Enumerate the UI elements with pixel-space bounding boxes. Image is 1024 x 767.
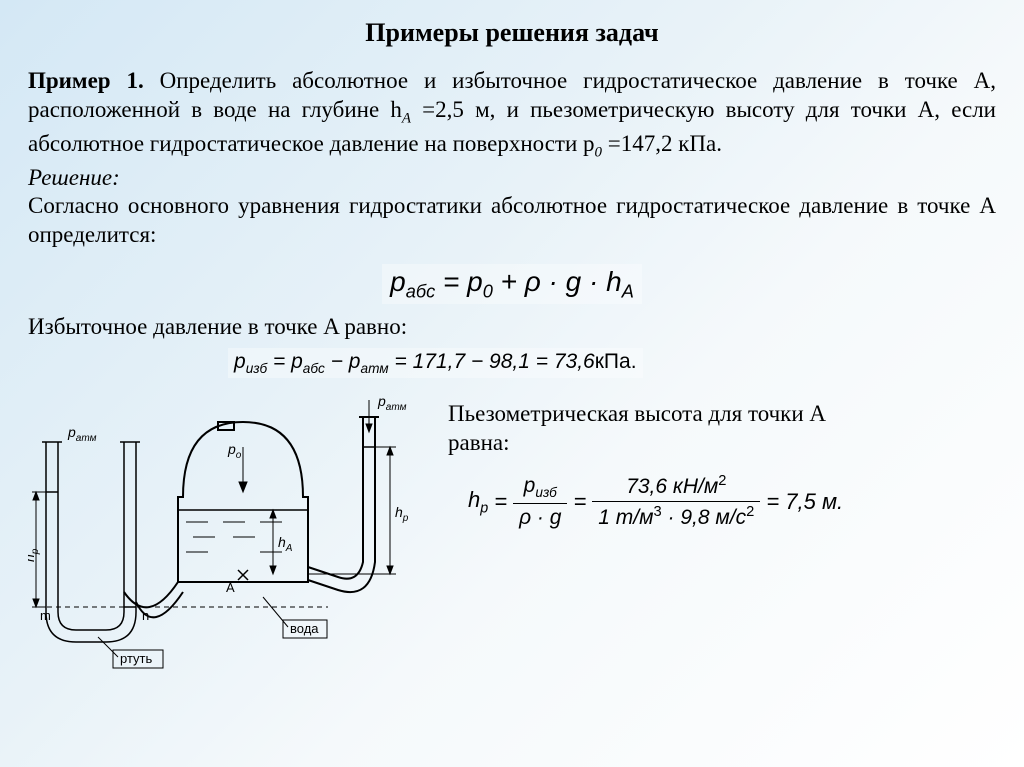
svg-text:ратм: ратм bbox=[67, 424, 97, 444]
svg-text:ратм: ратм bbox=[377, 393, 407, 413]
solution-label: Решение: bbox=[28, 165, 996, 191]
izb-text: Избыточное давление в точке A равно: bbox=[28, 312, 996, 341]
svg-text:hp: hp bbox=[28, 548, 41, 562]
svg-text:n: n bbox=[142, 608, 149, 623]
solution-intro: Согласно основного уравнения гидростатик… bbox=[28, 191, 996, 250]
problem-text: Пример 1. Определить абсолютное и избыто… bbox=[28, 66, 996, 163]
page-title: Примеры решения задач bbox=[28, 18, 996, 48]
equation-2: ризб = рабс − ратм = 171,7 − 98,1 = 73,6… bbox=[28, 344, 996, 386]
svg-text:ртуть: ртуть bbox=[120, 651, 152, 666]
svg-text:m: m bbox=[40, 608, 51, 623]
svg-text:A: A bbox=[226, 580, 235, 595]
svg-text:hp: hp bbox=[395, 504, 409, 524]
equation-3: hp = ризб ρ · g = 73,6 кН/м2 1 т/м3 · 9,… bbox=[468, 473, 996, 530]
svg-text:po: po bbox=[227, 441, 242, 461]
svg-text:hA: hA bbox=[278, 534, 293, 554]
equation-1: рабс = р0 + ρ · g · hA bbox=[28, 264, 996, 305]
example-label: Пример 1. bbox=[28, 68, 144, 93]
svg-text:вода: вода bbox=[290, 621, 319, 636]
piezo-text: Пьезометрическая высота для точки A равн… bbox=[448, 400, 996, 458]
hydrostatics-diagram: ратм ратм po hp hA hp m n A ртуть вода bbox=[28, 392, 428, 672]
